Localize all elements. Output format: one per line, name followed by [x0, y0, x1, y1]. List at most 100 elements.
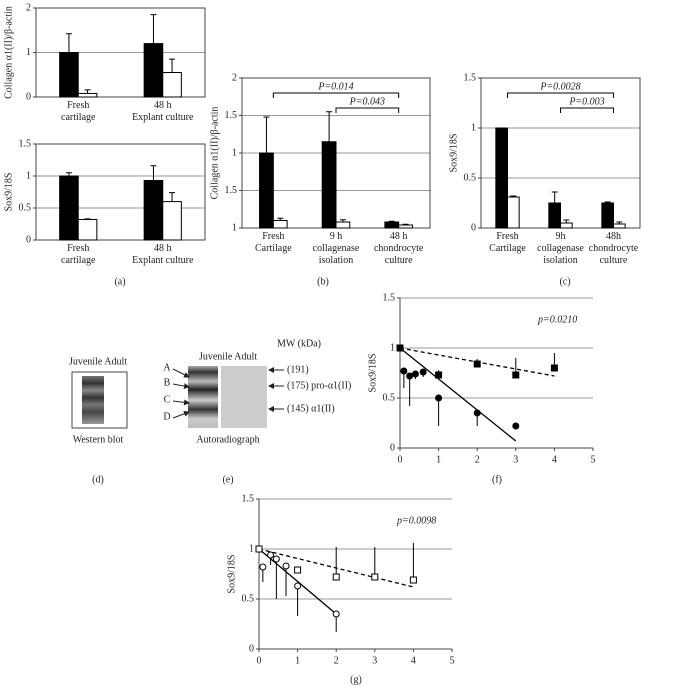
- bar: [272, 220, 288, 229]
- marker: [396, 344, 404, 352]
- y-tick-label: 0: [471, 222, 476, 233]
- x-tick-label: 3: [513, 454, 518, 465]
- y-axis-label: Sox9/18S: [448, 134, 459, 173]
- marker: [371, 573, 379, 581]
- error-bar: [402, 223, 409, 225]
- x-tick-label: 48 h chondrocyte culture: [373, 231, 424, 266]
- error-bar: [169, 58, 176, 73]
- y-tick-label: 1.5: [464, 72, 477, 83]
- y-tick-label: 1: [471, 122, 476, 133]
- y-axis-label: Collagen α1(II)/β-actin: [3, 6, 14, 99]
- p-value: P=0.003: [568, 96, 604, 107]
- bar: [560, 222, 573, 229]
- marker: [282, 562, 290, 570]
- bar: [77, 219, 98, 241]
- error-bar: [263, 116, 270, 153]
- error-bar: [65, 172, 72, 176]
- panel-label: (f): [492, 474, 502, 485]
- blot-lane: [188, 366, 218, 428]
- bar: [77, 92, 98, 98]
- y-tick-label: 0: [26, 234, 31, 245]
- y-tick-label: 1.5: [242, 493, 255, 504]
- bracket: [560, 107, 614, 113]
- panel-label: (c): [559, 276, 570, 287]
- marker: [255, 545, 263, 553]
- plot-frame: [35, 7, 206, 98]
- panel-label: (e): [222, 474, 233, 485]
- x-tick-label-box: Fresh Cartilage: [255, 231, 292, 254]
- band-arrows: [172, 367, 284, 419]
- error-bar: [510, 195, 517, 197]
- band-label: B: [164, 377, 171, 388]
- y-axis-label: Sox9/18S: [367, 354, 378, 393]
- y-tick-label: 0.5: [19, 202, 32, 213]
- blot-lane: [221, 366, 267, 428]
- p-value: P=0.043: [349, 96, 385, 107]
- fit-line: [258, 548, 337, 615]
- marker: [435, 394, 443, 402]
- x-tick-label: 4: [411, 655, 416, 666]
- x-tick-label-box: Fresh cartilage: [61, 100, 96, 123]
- x-tick-label: 3: [372, 655, 377, 666]
- bar: [548, 202, 562, 229]
- x-tick-label-box: Fresh cartilage: [61, 243, 95, 266]
- x-tick-label: 4: [552, 454, 557, 465]
- error-bar: [551, 191, 558, 203]
- marker: [419, 368, 427, 376]
- bar: [613, 223, 626, 229]
- error-bar: [150, 165, 157, 181]
- bar: [143, 179, 164, 241]
- mw-marker: (191): [287, 364, 309, 375]
- x-tick-label: 0: [257, 655, 262, 666]
- x-tick-label: Fresh cartilage: [61, 100, 96, 123]
- blot-header: Juvenile Adult: [199, 351, 257, 362]
- x-tick-label: 9 h collagenase isolation: [312, 231, 360, 266]
- x-tick-label: 2: [475, 454, 480, 465]
- fit-line: [399, 347, 517, 442]
- bar: [143, 43, 164, 98]
- y-tick-label: 0.5: [242, 593, 255, 604]
- y-axis-label: Collagen α1(II)/β-actin: [209, 107, 220, 200]
- p-value: P=0.0028: [539, 81, 580, 92]
- x-tick-label-box: 48 h Explant culture: [132, 100, 193, 123]
- mw-marker: (175) pro-α1(II): [287, 380, 351, 391]
- marker: [435, 371, 443, 379]
- y-tick-label: 0: [390, 442, 395, 453]
- bar: [162, 72, 182, 98]
- bar: [398, 224, 413, 229]
- error-bar: [326, 111, 333, 142]
- blot-lane: [82, 376, 104, 424]
- marker: [259, 563, 267, 571]
- y-tick-label: 2: [232, 72, 237, 83]
- y-tick-label: 0: [26, 91, 31, 102]
- marker: [294, 566, 302, 574]
- x-tick-label-box: 48 h Explant culture: [132, 243, 193, 266]
- mw-title: MW (kDa): [277, 338, 321, 349]
- y-tick-label: 1.5: [383, 292, 396, 303]
- y-tick-label: 1.5: [225, 185, 238, 196]
- x-tick-label: 48h chondrocyte culture: [588, 231, 639, 266]
- error-bar: [604, 201, 611, 203]
- x-tick-label: Fresh Cartilage: [489, 231, 526, 254]
- marker: [406, 372, 414, 380]
- error-bar: [563, 219, 570, 223]
- error-bar: [388, 220, 395, 222]
- marker: [512, 422, 520, 430]
- error-bar: [84, 89, 91, 94]
- x-tick-label: 2: [334, 655, 339, 666]
- y-tick-label: 1: [249, 543, 254, 554]
- panel-label: (d): [92, 474, 104, 485]
- y-tick-label: 1.5: [19, 138, 32, 149]
- error-bar: [84, 218, 91, 220]
- y-tick-label: 0: [249, 643, 254, 654]
- error-bar: [339, 219, 346, 222]
- x-tick-label: 1: [436, 454, 441, 465]
- y-tick-label: 1: [390, 342, 395, 353]
- p-value: p=0.0210: [537, 314, 577, 325]
- marker: [267, 551, 275, 559]
- y-tick-label: 1: [232, 222, 237, 233]
- band-label: A: [163, 362, 171, 373]
- error-bar: [150, 14, 157, 44]
- marker: [332, 610, 340, 618]
